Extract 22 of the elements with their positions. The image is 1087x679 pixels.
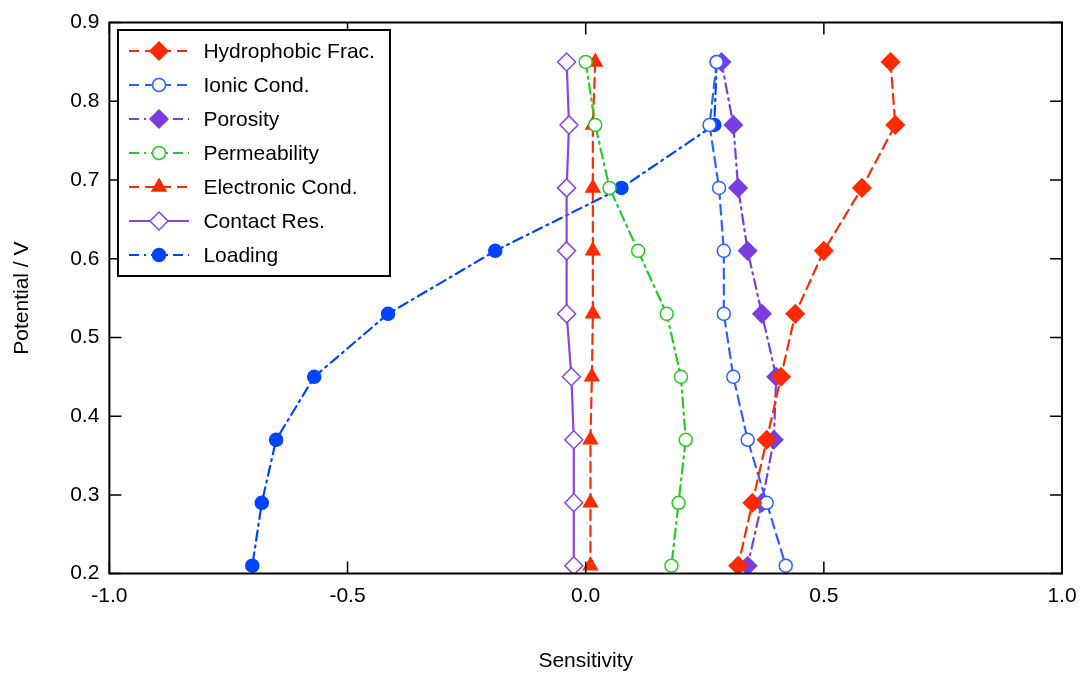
y-tick-label: 0.3 — [70, 481, 100, 505]
y-tick-label: 0.8 — [70, 88, 100, 112]
legend-label: Electronic Cond. — [203, 174, 358, 199]
y-tick-label: 0.4 — [70, 402, 100, 426]
legend-label: Contact Res. — [203, 208, 325, 233]
x-tick-label: -1.0 — [91, 583, 128, 606]
x-tick-label: 0.5 — [809, 583, 839, 606]
y-tick-label: 0.9 — [70, 9, 100, 33]
legend-label: Loading — [203, 242, 279, 267]
legend-label: Hydrophobic Frac. — [203, 38, 375, 63]
y-tick-label: 0.6 — [70, 245, 100, 269]
y-tick-label: 0.5 — [70, 324, 100, 348]
legend-label: Porosity — [203, 106, 280, 131]
y-axis-title: Potential / V — [9, 241, 33, 355]
legend-label: Permeability — [203, 140, 319, 165]
y-tick-label: 0.7 — [70, 166, 100, 190]
legend-label: Ionic Cond. — [203, 72, 310, 97]
x-tick-label: 1.0 — [1047, 583, 1077, 606]
y-tick-label: 0.2 — [70, 560, 100, 584]
x-tick-label: 0.0 — [571, 583, 601, 606]
x-tick-label: -0.5 — [329, 583, 366, 606]
x-axis-title: Sensitivity — [538, 648, 634, 672]
